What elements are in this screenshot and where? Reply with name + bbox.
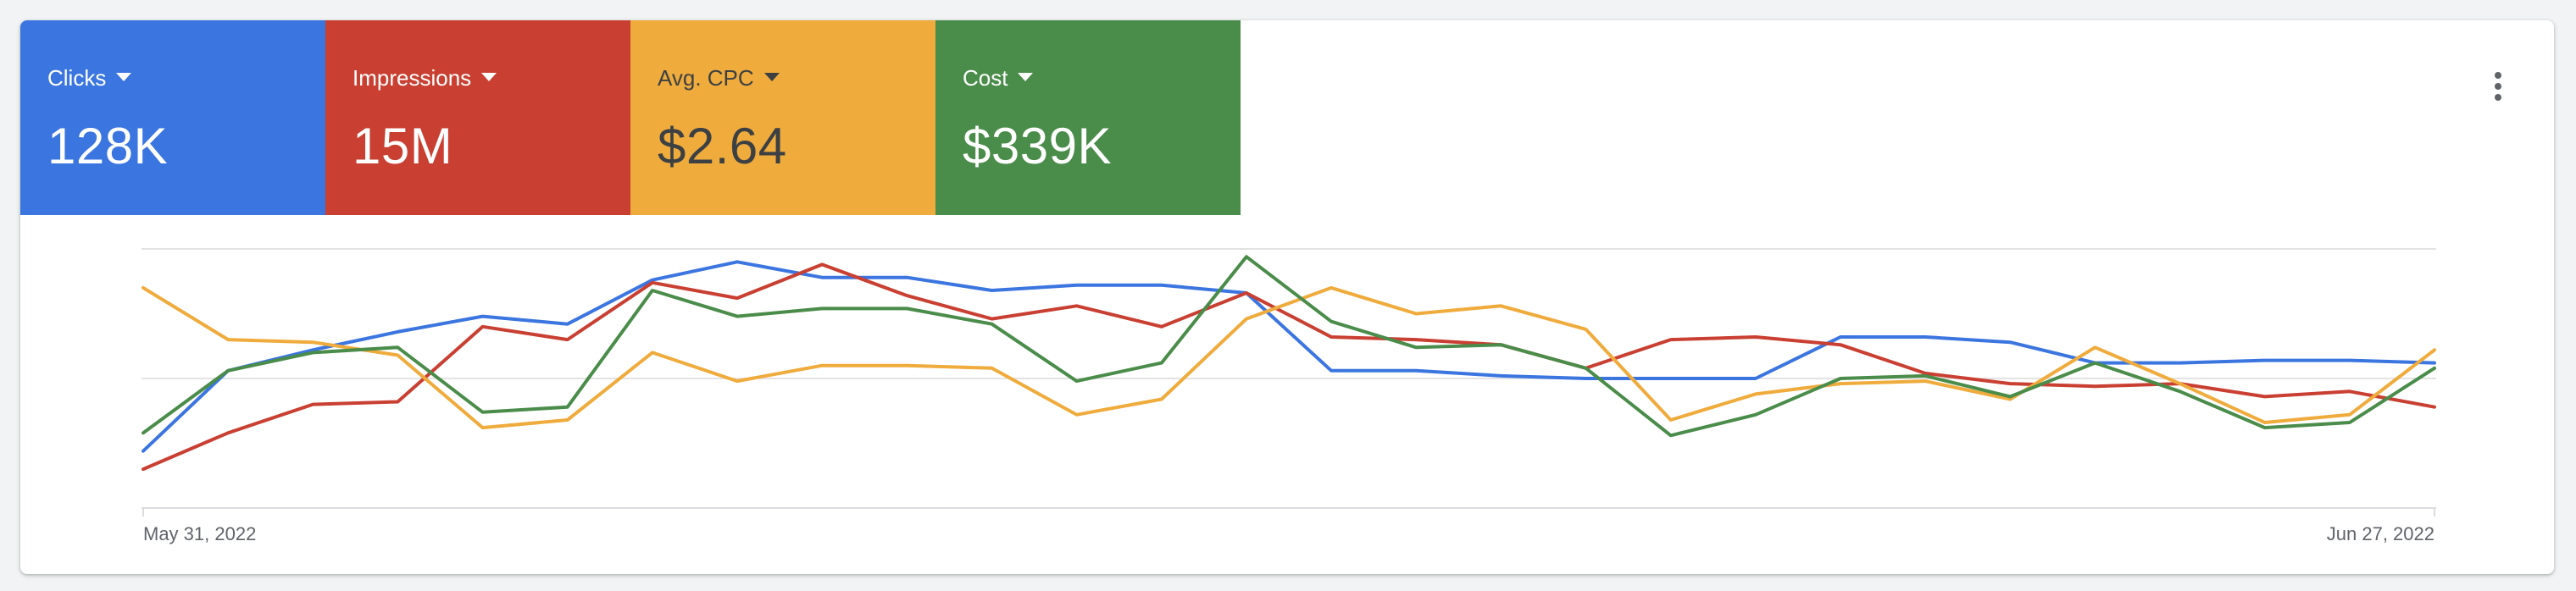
scorecard-label: Impressions [353,65,472,91]
series-line-impressions [142,262,2436,472]
scorecard-header: Avg. CPC [658,63,935,93]
scorecard-label: Avg. CPC [658,65,754,91]
scorecard-impressions[interactable]: Impressions 15M [325,20,630,215]
more-vert-icon-dot [2495,83,2501,90]
more-vert-icon [2495,72,2501,79]
x-axis-ticks [142,508,2435,516]
dropdown-arrow-icon[interactable] [763,70,780,86]
dropdown-arrow-icon[interactable] [116,70,132,86]
scorecard-header: Cost [963,63,1241,93]
scorecard-value: $339K [963,118,1112,174]
more-options-button[interactable] [2478,66,2518,107]
chart-series [142,255,2436,472]
scorecard-avg-cpc[interactable]: Avg. CPC $2.64 [630,20,935,215]
more-vert-icon-dot [2495,94,2501,101]
scorecard-header: Clicks [47,63,325,93]
scorecard-label: Cost [963,65,1008,91]
scorecard-clicks[interactable]: Clicks 128K [20,20,325,215]
dropdown-arrow-icon[interactable] [481,70,497,86]
x-tick-label-start: May 31, 2022 [143,523,256,544]
dropdown-arrow-icon[interactable] [1018,70,1034,86]
scorecard-value: 15M [353,118,453,174]
scorecard-row: Clicks 128K Impressions 15M Avg. CPC [20,20,1241,215]
performance-card: May 31, 2022 Jun 27, 2022 Clicks 128K Im… [20,20,2554,574]
scorecard-cost[interactable]: Cost $339K [935,20,1241,215]
scorecard-header: Impressions [353,63,630,93]
series-line-avg-cpc [142,285,2436,430]
scorecard-label: Clicks [47,65,107,91]
x-tick-label-end: Jun 27, 2022 [2327,523,2434,544]
series-line-clicks [142,260,2436,453]
series-line-cost [142,255,2436,438]
scorecard-value: $2.64 [658,118,787,174]
line-chart: May 31, 2022 Jun 27, 2022 [142,248,2436,544]
scorecard-value: 128K [47,118,169,174]
